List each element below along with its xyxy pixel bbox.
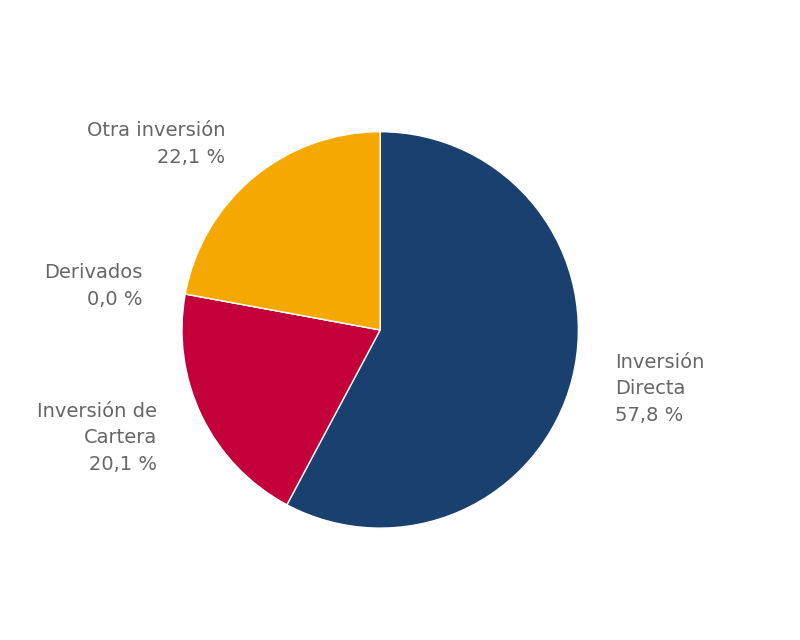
Wedge shape [186, 132, 380, 330]
Text: Otra inversión
22,1 %: Otra inversión 22,1 % [87, 122, 226, 167]
Wedge shape [287, 132, 578, 528]
Text: Derivados
0,0 %: Derivados 0,0 % [44, 263, 142, 309]
Text: Inversión
Directa
57,8 %: Inversión Directa 57,8 % [614, 353, 704, 424]
Text: Inversión de
Cartera
20,1 %: Inversión de Cartera 20,1 % [37, 401, 157, 474]
Wedge shape [186, 294, 380, 330]
Wedge shape [182, 294, 380, 505]
